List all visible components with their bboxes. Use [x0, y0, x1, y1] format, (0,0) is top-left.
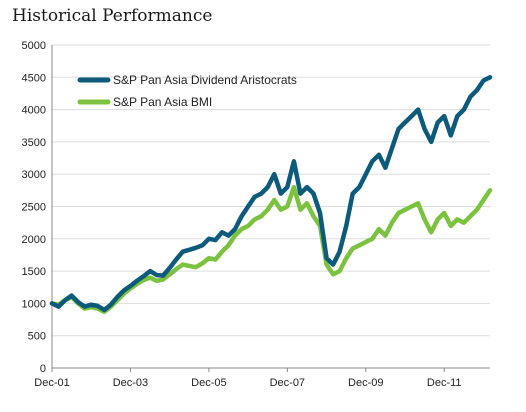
y-tick-label: 4500 — [22, 72, 46, 84]
x-tick-label: Dec-11 — [427, 377, 462, 389]
y-tick-label: 3500 — [22, 137, 46, 149]
x-tick-label: Dec-01 — [34, 377, 69, 389]
chart-title: Historical Performance — [12, 6, 213, 26]
y-tick-label: 3000 — [22, 169, 46, 181]
legend: S&P Pan Asia Dividend Aristocrats S&P Pan… — [77, 73, 297, 109]
series-line-0 — [49, 75, 493, 313]
y-tick-label: 5000 — [22, 40, 46, 52]
y-tick-label: 1000 — [22, 298, 46, 310]
x-tick-label: Dec-03 — [113, 377, 148, 389]
x-tick-label: Dec-05 — [191, 377, 226, 389]
legend-label-1: S&P Pan Asia BMI — [113, 95, 212, 109]
series-line-1 — [49, 184, 493, 315]
y-tick-label: 500 — [28, 331, 46, 343]
axes — [51, 45, 490, 372]
x-tick-labels: Dec-01 Dec-03 Dec-05 Dec-07 Dec-09 Dec-11 — [34, 377, 461, 389]
legend-label-0: S&P Pan Asia Dividend Aristocrats — [113, 73, 297, 87]
y-tick-label: 2500 — [22, 202, 46, 214]
y-tick-label: 2000 — [22, 234, 46, 246]
y-tick-labels: 0 500 1000 1500 2000 2500 3000 3500 4000 4500 5000 — [22, 40, 46, 375]
y-tick-label: 4000 — [22, 105, 46, 117]
x-tick-label: Dec-07 — [270, 377, 305, 389]
x-tick-label: Dec-09 — [348, 377, 383, 389]
y-tick-label: 0 — [40, 363, 46, 375]
series-lines — [49, 75, 493, 315]
y-tick-label: 1500 — [22, 266, 46, 278]
